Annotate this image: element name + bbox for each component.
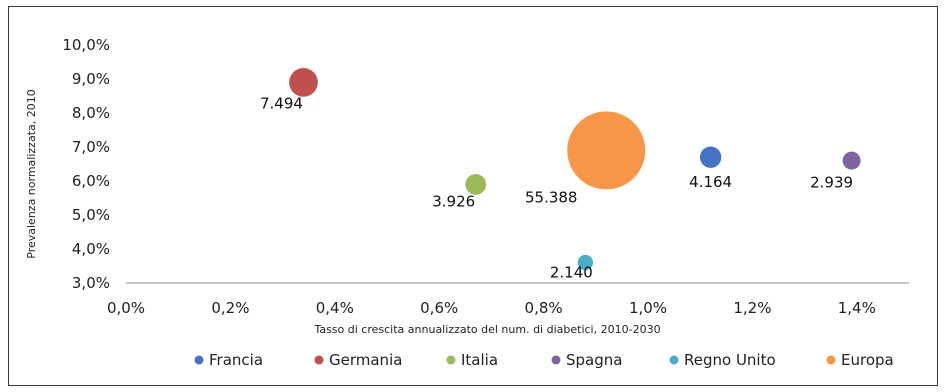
x-tick-label: 1,2%: [733, 299, 771, 317]
chart-frame: 3,0% 4,0% 5,0% 6,0% 7,0% 8,0% 9,0% 10,0% 0,0% 0,…: [8, 6, 938, 386]
legend-label: Italia: [461, 351, 498, 369]
x-tick-label: 0,4%: [316, 299, 354, 317]
legend: Francia Germania Italia Spagna Regno Unito Eu…: [194, 351, 894, 369]
bubble-europa: [567, 111, 646, 190]
y-axis-title: Prevalenza normalizzata, 2010: [25, 89, 38, 258]
x-axis-title: Tasso di crescita annualizzato del num. …: [313, 323, 660, 336]
data-label-europa: 55.388: [525, 188, 578, 206]
bubble-francia: [699, 146, 722, 168]
bubbles: [289, 68, 861, 271]
bubble-italia: [465, 174, 487, 195]
legend-item-germania: Germania: [314, 351, 402, 369]
data-label-francia: 4.164: [689, 173, 732, 191]
bubble-regno-unito: [577, 254, 594, 271]
data-label-spagna: 2.939: [810, 174, 853, 192]
legend-marker: [314, 355, 324, 365]
legend-item-spagna: Spagna: [551, 351, 622, 369]
y-tick-label: 6,0%: [72, 172, 110, 190]
bubble-germania: [289, 68, 318, 97]
data-label-germania: 7.494: [260, 94, 303, 112]
data-label-regno-unito: 2.140: [550, 264, 593, 282]
legend-marker: [551, 355, 561, 365]
legend-label: Francia: [209, 351, 263, 369]
data-label-italia: 3.926: [432, 192, 475, 210]
x-tick-label: 0,6%: [420, 299, 458, 317]
legend-marker: [194, 355, 204, 365]
legend-label: Spagna: [566, 351, 622, 369]
legend-item-italia: Italia: [446, 351, 498, 369]
y-tick-label: 3,0%: [72, 274, 110, 292]
legend-marker: [669, 355, 679, 365]
y-axis-ticks: 3,0% 4,0% 5,0% 6,0% 7,0% 8,0% 9,0% 10,0%: [62, 36, 110, 292]
legend-item-francia: Francia: [194, 351, 263, 369]
y-tick-label: 4,0%: [72, 240, 110, 258]
x-tick-label: 1,4%: [838, 299, 876, 317]
x-tick-label: 1,0%: [629, 299, 667, 317]
x-tick-label: 0,2%: [211, 299, 249, 317]
legend-label: Germania: [329, 351, 402, 369]
y-tick-label: 5,0%: [72, 206, 110, 224]
legend-marker: [446, 355, 456, 365]
legend-label: Regno Unito: [684, 351, 776, 369]
legend-item-regno-unito: Regno Unito: [669, 351, 776, 369]
y-tick-label: 8,0%: [72, 104, 110, 122]
bubble-spagna: [842, 151, 861, 170]
y-tick-label: 10,0%: [62, 36, 110, 54]
x-axis-ticks: 0,0% 0,2% 0,4% 0,6% 0,8% 1,0% 1,2% 1,4%: [107, 299, 876, 317]
legend-label: Europa: [841, 351, 894, 369]
legend-marker: [826, 355, 836, 365]
legend-item-europa: Europa: [826, 351, 894, 369]
bubble-chart: 3,0%4,0%5,0%6,0%7,0%8,0%9,0%10,0% 0,0% 0,…: [25, 36, 909, 369]
y-tick-label: 7,0%: [72, 138, 110, 156]
data-labels: 4.164 7.494 3.926 2.939 2.140 55.388: [260, 94, 853, 281]
x-tick-label: 0,0%: [107, 299, 145, 317]
x-tick-label: 0,8%: [525, 299, 563, 317]
y-tick-label: 9,0%: [72, 70, 110, 88]
